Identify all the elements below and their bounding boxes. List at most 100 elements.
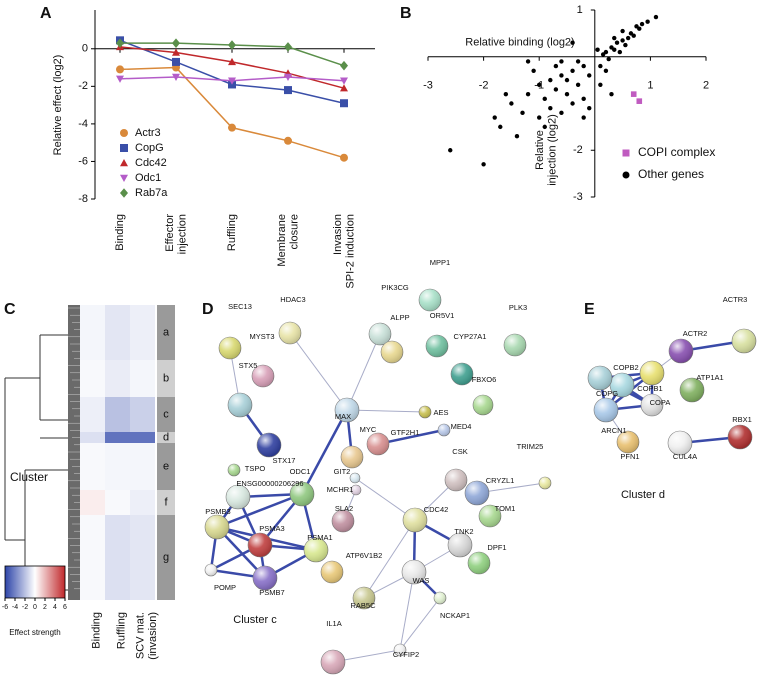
colorbar-cell — [38, 566, 40, 598]
node-gloss — [321, 650, 345, 674]
colorbar-tick-label: -4 — [12, 604, 18, 611]
heat-cell — [80, 432, 105, 443]
point — [228, 40, 236, 50]
heat-cell — [80, 305, 105, 360]
colorbar-cell — [57, 566, 59, 598]
colorbar-cell — [33, 566, 35, 598]
node-label: COPB1 — [637, 384, 662, 393]
node-gloss — [668, 431, 692, 455]
node-label: PSMB3 — [205, 507, 230, 516]
x-tick-label: 2 — [703, 80, 709, 92]
point — [564, 77, 570, 83]
colorbar-cell — [17, 566, 19, 598]
cluster-label: a — [163, 326, 170, 338]
point — [581, 63, 586, 69]
colorbar-cell — [58, 566, 60, 598]
node-gloss — [473, 395, 493, 415]
point — [498, 124, 503, 130]
cluster-strip — [157, 360, 175, 397]
node-label: COPA — [650, 398, 671, 407]
node-label: TSPO — [245, 464, 266, 473]
node-gloss — [732, 329, 756, 353]
cluster-strip — [157, 397, 175, 432]
colorbar-cell — [30, 566, 32, 598]
node-gloss — [680, 378, 704, 402]
node-gloss — [304, 538, 328, 562]
y-tick-label: -6 — [78, 155, 88, 167]
heat-cell — [130, 397, 155, 432]
node-label: COPB2 — [613, 363, 638, 372]
legend-label: CopG — [135, 142, 164, 154]
node-label: RAB5C — [350, 601, 376, 610]
node-gloss — [669, 339, 693, 363]
node-gloss — [350, 473, 360, 483]
node-label: CSK — [452, 447, 467, 456]
point — [630, 91, 637, 97]
colorbar-cell — [60, 566, 62, 598]
colorbar-cell — [36, 566, 38, 598]
node-label: WAS — [413, 576, 430, 585]
edge — [346, 409, 426, 413]
legend-marker — [120, 144, 128, 152]
node-gloss — [403, 508, 427, 532]
node-label: COPG — [596, 389, 618, 398]
heat-cell — [105, 515, 130, 600]
colorbar-cell — [61, 566, 63, 598]
dendrogram-strip — [68, 305, 80, 600]
node-label: TOM1 — [495, 504, 516, 513]
node-label: ARCN1 — [601, 426, 626, 435]
heat-cell — [130, 432, 155, 443]
point — [559, 59, 564, 64]
point — [598, 82, 603, 88]
edge — [216, 492, 303, 529]
colorbar-cell — [50, 566, 52, 598]
colorbar-cell — [48, 566, 50, 598]
colorbar-cell — [25, 566, 27, 598]
colorbar-cell — [22, 566, 24, 598]
point — [340, 153, 348, 162]
node-label: STX5 — [239, 361, 258, 370]
heat-cell — [80, 515, 105, 600]
colorbar-cell — [54, 566, 56, 598]
point — [228, 77, 236, 85]
node-gloss — [394, 644, 406, 656]
panel-label: C — [4, 301, 16, 318]
x-tick-label: InvasionSPI-2 induction — [332, 214, 357, 289]
point — [587, 73, 592, 78]
panel-label: A — [40, 5, 52, 22]
point — [509, 101, 514, 106]
node-gloss — [640, 361, 664, 385]
node-label: AES — [433, 408, 448, 417]
colorbar-cell — [41, 566, 43, 598]
node-label: PSMA3 — [259, 524, 284, 533]
panel-label: E — [584, 301, 595, 318]
point — [612, 47, 617, 52]
colorbar-cell — [43, 566, 45, 598]
point — [575, 82, 581, 88]
point — [172, 73, 180, 81]
node-gloss — [610, 373, 634, 397]
node-label: GTF2H1 — [391, 428, 420, 437]
node-label: CYP27A1 — [454, 332, 487, 341]
network-caption: Cluster c — [233, 614, 277, 626]
heat-cell — [130, 443, 155, 490]
node-label: TNK2 — [454, 527, 473, 536]
cluster-strip — [157, 432, 175, 443]
node-gloss — [226, 485, 250, 509]
point — [645, 19, 650, 24]
legend-marker — [120, 159, 128, 167]
node-gloss — [219, 337, 241, 359]
node-gloss — [205, 564, 217, 576]
node-gloss — [381, 341, 403, 363]
node-gloss — [451, 363, 473, 385]
colorbar-cell — [34, 566, 36, 598]
point — [340, 77, 348, 85]
colorbar-tick-label: -2 — [22, 604, 28, 611]
colorbar-cell — [28, 566, 30, 598]
colorbar-cell — [51, 566, 53, 598]
node-gloss — [504, 334, 526, 356]
node-gloss — [465, 481, 489, 505]
point — [548, 77, 553, 83]
colorbar-cell — [27, 566, 29, 598]
y-tick-label: -8 — [78, 193, 88, 205]
